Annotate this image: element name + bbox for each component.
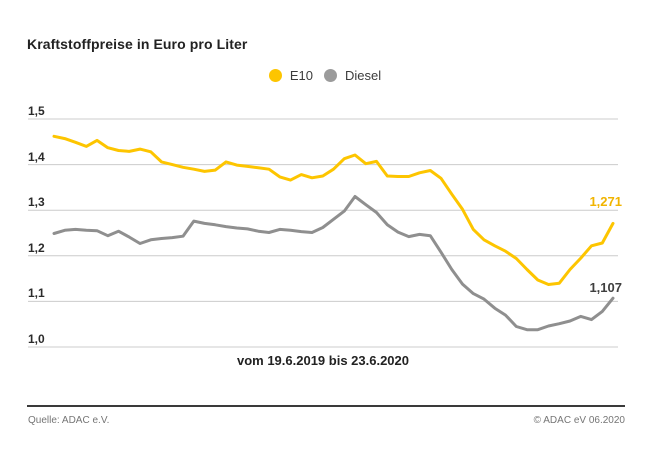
legend-item-e10: E10 xyxy=(268,67,313,83)
footer-source: Quelle: ADAC e.V. xyxy=(28,415,110,426)
diesel-line xyxy=(52,195,615,332)
y-axis-label: 1,1 xyxy=(28,286,45,301)
page-title: Kraftstoffpreise in Euro pro Liter xyxy=(27,36,248,52)
e10-line xyxy=(52,134,615,286)
e10-end-value-label: 1,271 xyxy=(589,194,622,209)
y-axis-label: 1,5 xyxy=(28,104,45,118)
legend-item-diesel: Diesel xyxy=(324,68,381,83)
footer-divider xyxy=(27,405,625,407)
diesel-dot-icon xyxy=(324,68,337,82)
footer-copyright: © ADAC eV 06.2020 xyxy=(533,415,625,426)
legend-label-diesel: Diesel xyxy=(345,67,382,83)
legend: E10 Diesel xyxy=(0,67,650,83)
diesel-end-value-label: 1,107 xyxy=(589,280,622,295)
y-axis-label: 1,2 xyxy=(28,240,45,255)
y-axis-label: 1,4 xyxy=(28,149,45,164)
y-axis-label: 1,3 xyxy=(28,195,45,210)
y-axis-label: 1,0 xyxy=(28,332,45,346)
e10-dot-icon xyxy=(268,68,282,82)
legend-label-e10: E10 xyxy=(289,67,313,83)
x-axis-caption: vom 19.6.2019 bis 23.6.2020 xyxy=(236,353,409,368)
